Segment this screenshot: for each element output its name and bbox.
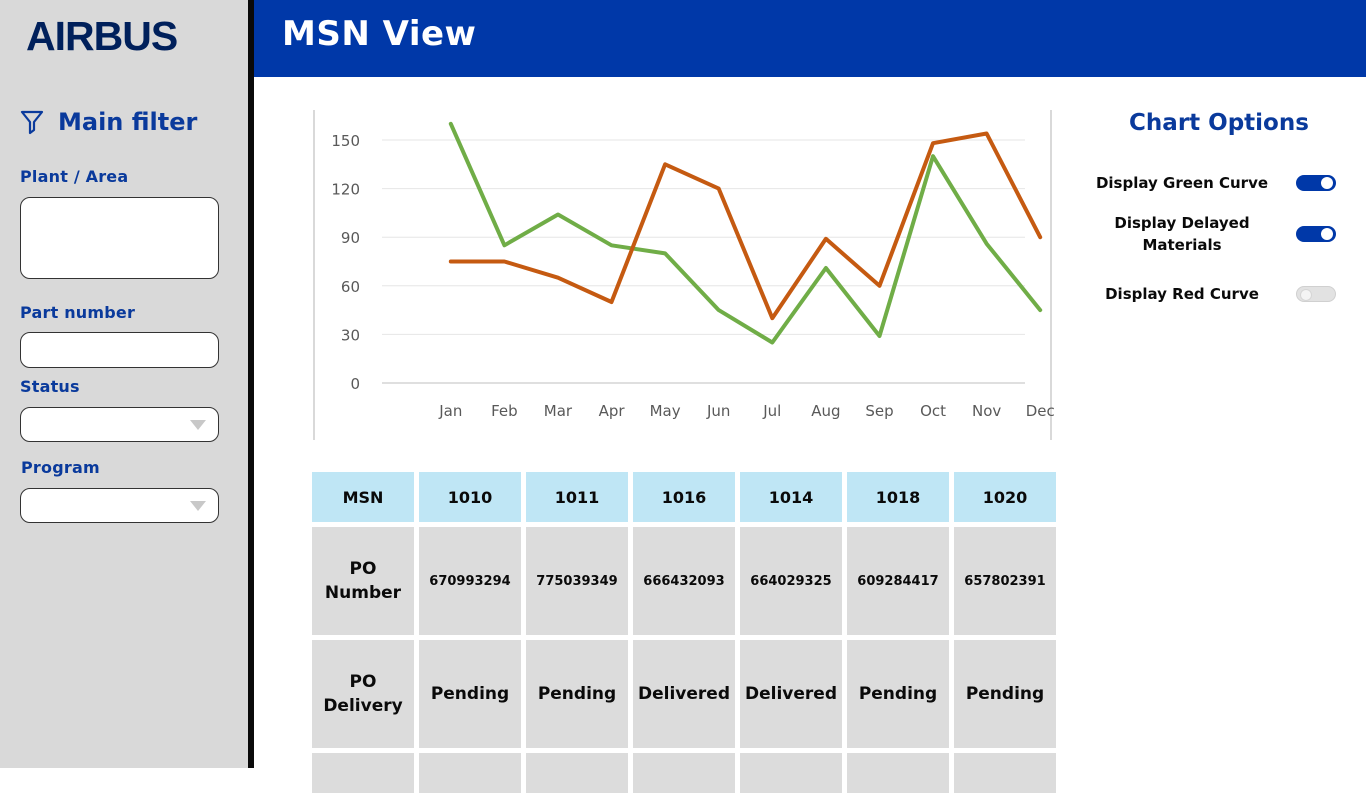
msn-column-header[interactable]: 1018	[847, 472, 949, 522]
status-label: Status	[20, 377, 80, 396]
program-select[interactable]	[20, 488, 219, 523]
po-number-cell: 775039349	[526, 527, 628, 635]
x-tick-label: Aug	[811, 402, 840, 420]
green-series-line	[451, 124, 1040, 343]
po-delivery-cell: Pending	[526, 640, 628, 748]
po-delivery-cell: Pending	[419, 640, 521, 748]
program-label: Program	[21, 458, 100, 477]
table-row: PO Number 670993294 775039349 666432093 …	[312, 527, 1056, 635]
delayed-materials-toggle[interactable]	[1296, 226, 1336, 242]
option-delayed-materials: Display Delayed Materials	[1090, 212, 1346, 256]
sidebar-divider	[248, 0, 254, 768]
po-number-cell: 670993294	[419, 527, 521, 635]
table-cell	[633, 753, 735, 793]
po-delivery-cell: Delivered	[633, 640, 735, 748]
y-tick-label: 30	[341, 326, 360, 344]
po-number-cell: 664029325	[740, 527, 842, 635]
y-tick-label: 120	[331, 181, 360, 199]
y-tick-label: 0	[350, 375, 360, 393]
option-red-curve: Display Red Curve	[1090, 283, 1346, 305]
red-curve-toggle[interactable]	[1296, 286, 1336, 302]
option-red-curve-label: Display Red Curve	[1090, 283, 1274, 305]
toggle-knob	[1321, 177, 1333, 189]
msn-column-header[interactable]: 1020	[954, 472, 1056, 522]
x-tick-label: Jan	[438, 402, 462, 420]
po-delivery-cell: Pending	[954, 640, 1056, 748]
main-filter-header: Main filter	[20, 108, 197, 136]
chart-svg: 0 30 60 90 120 150 Jan Feb Mar Apr May Jun Jul Aug Sep…	[312, 108, 1054, 442]
sidebar: AIRBUS Main filter Plant / Area Part num…	[0, 0, 248, 768]
x-tick-label: Mar	[544, 402, 573, 420]
part-number-label: Part number	[20, 303, 135, 322]
x-tick-label: Jun	[706, 402, 730, 420]
option-delayed-materials-label: Display Delayed Materials	[1090, 212, 1274, 256]
x-tick-label: May	[650, 402, 681, 420]
table-cell	[740, 753, 842, 793]
part-number-input[interactable]	[20, 332, 219, 368]
dropdown-arrow-icon	[190, 420, 206, 430]
y-tick-label: 150	[331, 132, 360, 150]
table-cell	[419, 753, 521, 793]
row-header-po-number: PO Number	[312, 527, 414, 635]
main-filter-title: Main filter	[58, 108, 197, 136]
status-select[interactable]	[20, 407, 219, 442]
option-green-curve: Display Green Curve	[1090, 172, 1346, 194]
row-header-po-delivery: PO Delivery	[312, 640, 414, 748]
page-title: MSN View	[282, 14, 476, 54]
x-tick-label: Nov	[972, 402, 1001, 420]
msn-column-header[interactable]: 1011	[526, 472, 628, 522]
x-tick-label: Oct	[920, 402, 946, 420]
po-number-cell: 609284417	[847, 527, 949, 635]
table-row	[312, 753, 1056, 793]
table-cell	[526, 753, 628, 793]
toggle-knob	[1300, 289, 1312, 301]
table-cell	[847, 753, 949, 793]
table-header-row: MSN 1010 1011 1016 1014 1018 1020	[312, 472, 1056, 522]
green-curve-toggle[interactable]	[1296, 175, 1336, 191]
option-green-curve-label: Display Green Curve	[1090, 172, 1274, 194]
x-tick-label: Feb	[491, 402, 518, 420]
toggle-knob	[1321, 228, 1333, 240]
table-cell	[954, 753, 1056, 793]
dropdown-arrow-icon	[190, 501, 206, 511]
chart-options-title: Chart Options	[1094, 110, 1344, 136]
po-number-cell: 657802391	[954, 527, 1056, 635]
msn-column-header[interactable]: 1016	[633, 472, 735, 522]
msn-column-header[interactable]: 1014	[740, 472, 842, 522]
po-number-cell: 666432093	[633, 527, 735, 635]
table-cell	[312, 753, 414, 793]
airbus-logo: AIRBUS	[26, 14, 216, 58]
x-tick-label: Jul	[762, 402, 781, 420]
po-delivery-cell: Pending	[847, 640, 949, 748]
msn-table: MSN 1010 1011 1016 1014 1018 1020 PO Num…	[307, 467, 1061, 798]
plant-area-input[interactable]	[20, 197, 219, 279]
x-tick-label: Dec	[1026, 402, 1054, 420]
msn-header-cell: MSN	[312, 472, 414, 522]
table-row: PO Delivery Pending Pending Delivered De…	[312, 640, 1056, 748]
x-tick-label: Sep	[865, 402, 893, 420]
y-tick-label: 60	[341, 278, 360, 296]
plant-area-label: Plant / Area	[20, 167, 128, 186]
po-delivery-cell: Delivered	[740, 640, 842, 748]
filter-icon	[20, 109, 44, 135]
x-tick-label: Apr	[599, 402, 626, 420]
header-bar: MSN View	[254, 0, 1366, 77]
msn-line-chart: 0 30 60 90 120 150 Jan Feb Mar Apr May Jun Jul Aug Sep…	[312, 108, 1054, 442]
msn-column-header[interactable]: 1010	[419, 472, 521, 522]
y-tick-label: 90	[341, 229, 360, 247]
